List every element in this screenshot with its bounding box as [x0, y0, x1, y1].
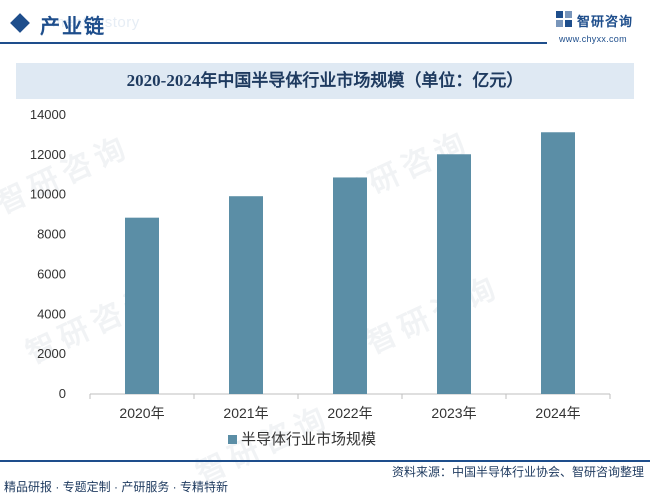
footer-tagline: 精品研报 · 专题定制 · 产研服务 · 专精特新	[4, 480, 228, 494]
y-tick-label: 2000	[37, 346, 66, 361]
bar-chart: 0 2000 4000 6000 8000 10000 12000 14000 2020年 202…	[30, 107, 611, 448]
section-background-text: ment history	[52, 14, 140, 31]
legend-swatch	[228, 435, 237, 444]
title-band: 2020-2024年中国半导体行业市场规模（单位：亿元）	[16, 63, 634, 99]
section-title: 产业链	[40, 16, 106, 38]
brand-logo: 智研咨询 www.chyxx.com	[555, 10, 645, 46]
x-tick-label: 2020年	[119, 405, 164, 421]
y-tick-label: 14000	[30, 107, 66, 122]
bar	[333, 177, 367, 394]
logo-mark-icon	[556, 11, 572, 27]
y-tick-label: 0	[59, 386, 66, 401]
y-tick-label: 12000	[30, 147, 66, 162]
y-tick-label: 4000	[37, 306, 66, 321]
x-tick-label: 2021年	[223, 405, 268, 421]
x-tick-label: 2022年	[327, 405, 372, 421]
logo-name: 智研咨询	[577, 14, 634, 29]
bar	[541, 132, 575, 394]
header-divider	[0, 42, 547, 44]
chart-title: 2020-2024年中国半导体行业市场规模（单位：亿元）	[126, 71, 524, 90]
legend-label: 半导体行业市场规模	[241, 431, 376, 448]
header: ment history 产业链 智研咨询 www.chyxx.com	[0, 0, 650, 52]
y-tick-label: 6000	[37, 266, 66, 281]
footer: 资料来源：中国半导体行业协会、智研咨询整理 精品研报 · 专题定制 · 产研服务…	[0, 460, 650, 500]
bar	[125, 217, 159, 394]
x-tick-label: 2024年	[535, 405, 580, 421]
diamond-icon	[10, 13, 30, 33]
source-note: 资料来源：中国半导体行业协会、智研咨询整理	[391, 465, 644, 479]
y-tick-label: 10000	[30, 187, 66, 202]
bar	[437, 154, 471, 394]
y-tick-label: 8000	[37, 227, 66, 242]
x-tick-label: 2023年	[431, 405, 476, 421]
footer-divider	[0, 460, 650, 462]
logo-url: www.chyxx.com	[559, 34, 627, 44]
bar	[229, 196, 263, 394]
